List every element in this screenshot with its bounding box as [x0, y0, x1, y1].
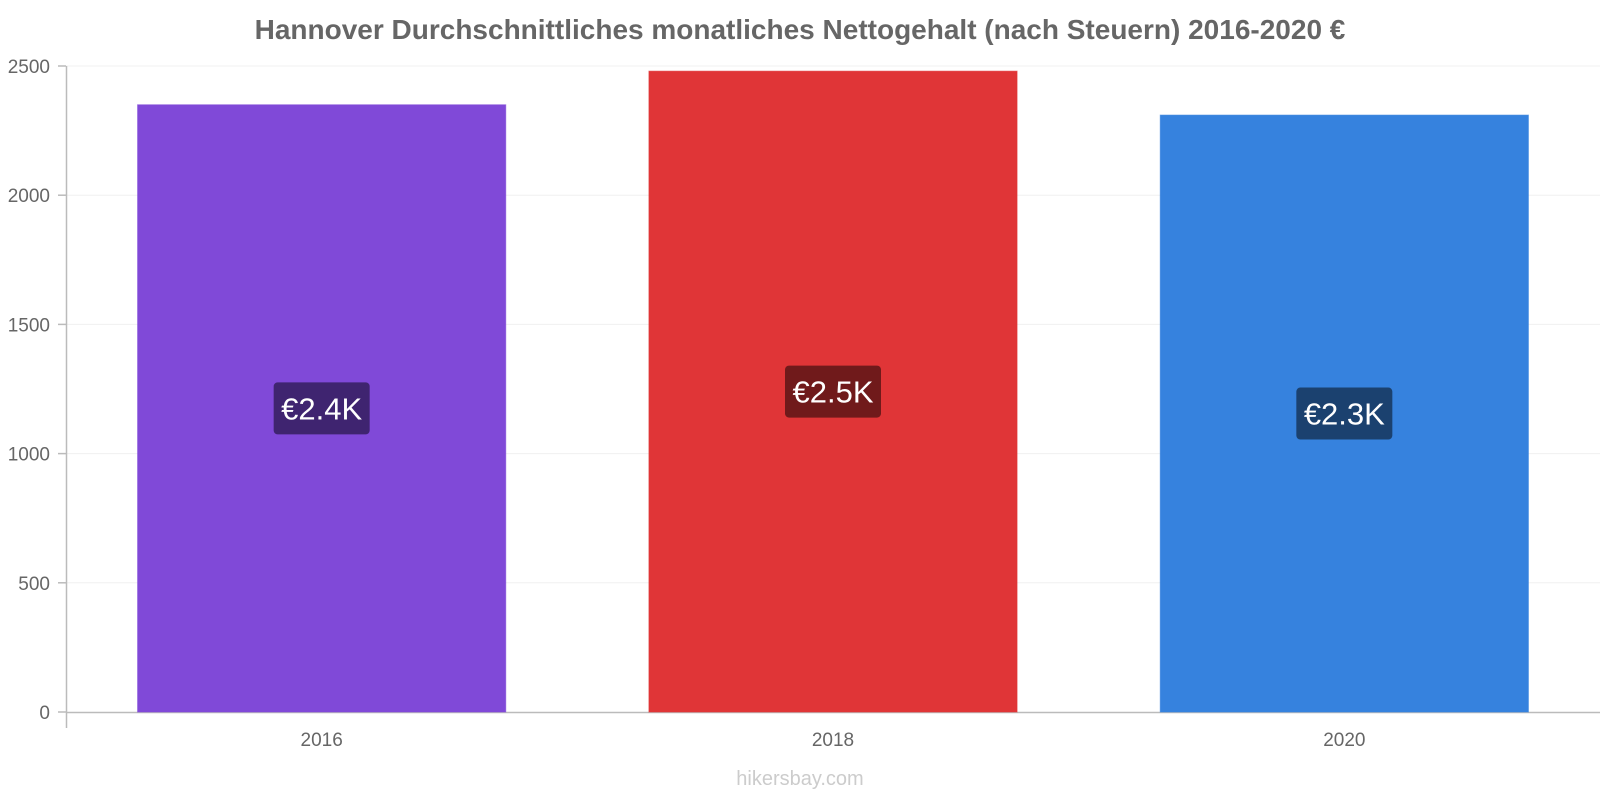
y-tick-labels: 0 500 1000 1500 2000 2500: [8, 57, 66, 724]
data-label: €2.4K: [281, 391, 362, 426]
data-label-box: [273, 382, 370, 435]
data-labels: €2.4K €2.5K €2.3K: [273, 365, 1393, 440]
y-tick-label: 1000: [8, 445, 50, 466]
data-label: €2.5K: [792, 375, 873, 410]
chart-title: Hannover Durchschnittliches monatliches …: [254, 14, 1346, 45]
source-watermark: hikersbay.com: [736, 768, 864, 790]
y-tick-label: 2000: [8, 186, 50, 207]
y-tick-label: 1500: [8, 315, 50, 336]
x-tick-label: 2020: [1323, 730, 1365, 751]
y-tick-label: 500: [18, 574, 50, 595]
y-tick-label: 0: [39, 703, 50, 724]
x-tick-label: 2018: [812, 730, 854, 751]
y-tick-label: 2500: [8, 57, 50, 78]
data-label: €2.3K: [1304, 397, 1385, 432]
x-tick-label: 2016: [301, 730, 343, 751]
data-label-box: [1296, 387, 1393, 440]
x-tick-labels: 2016 2018 2020: [301, 730, 1366, 751]
data-label-box: [785, 365, 881, 418]
